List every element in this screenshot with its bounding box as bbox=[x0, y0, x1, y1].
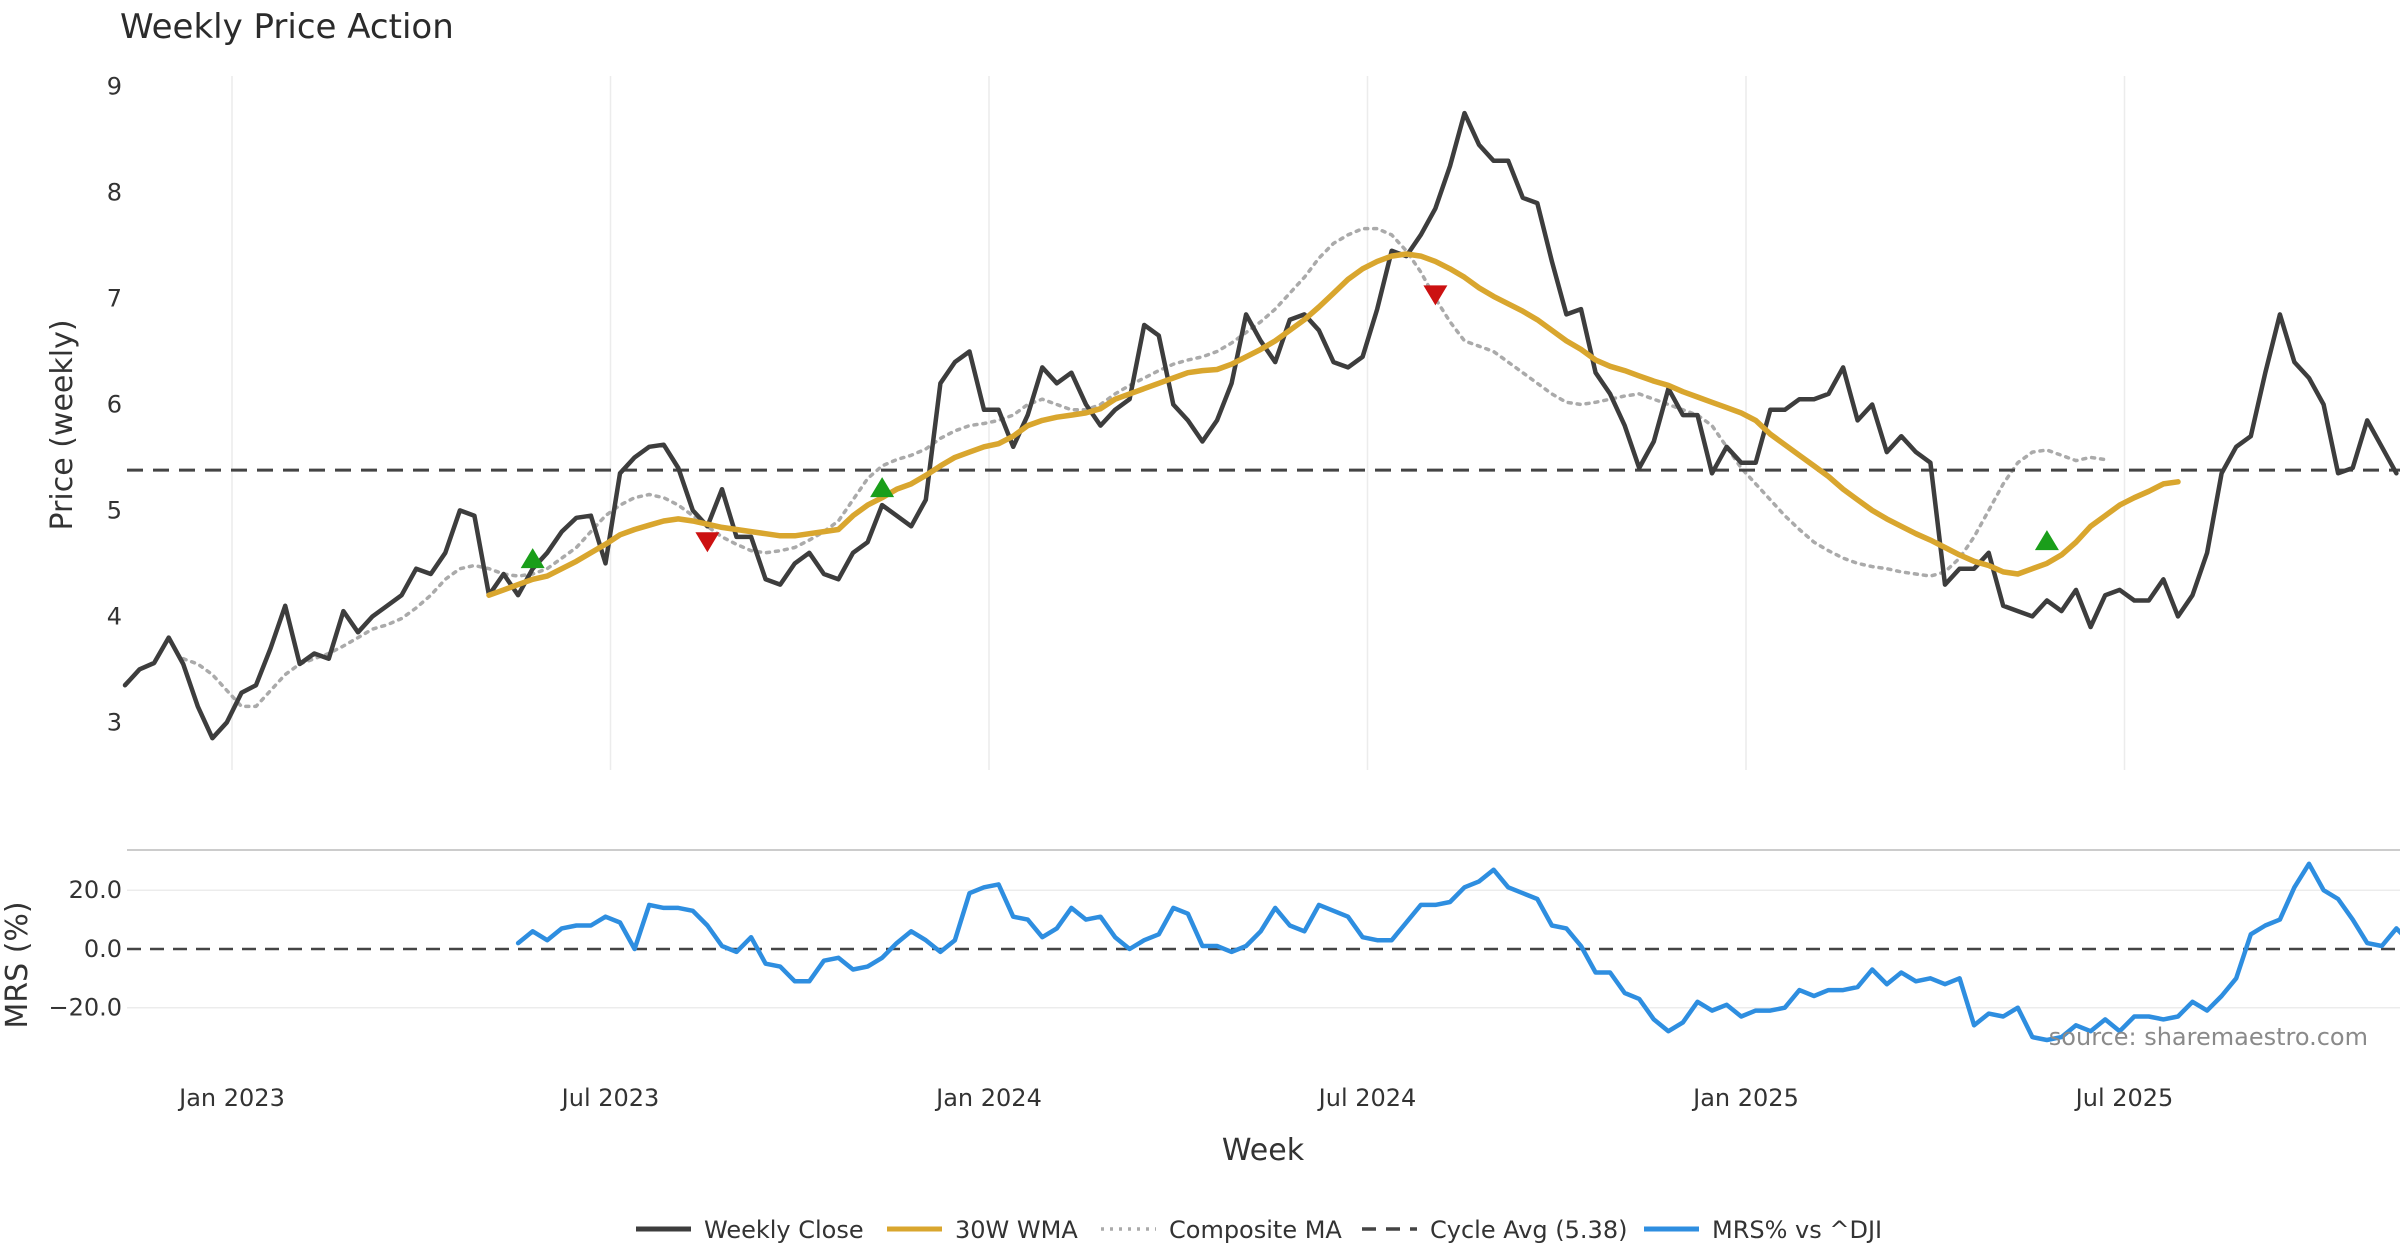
price-y-tick-label: 6 bbox=[107, 390, 122, 418]
x-tick-label: Jul 2023 bbox=[560, 1084, 660, 1112]
legend-label: Cycle Avg (5.38) bbox=[1430, 1216, 1627, 1244]
price-y-tick-label: 3 bbox=[107, 708, 122, 736]
legend-label: 30W WMA bbox=[955, 1216, 1078, 1244]
x-tick-label: Jan 2025 bbox=[1691, 1084, 1799, 1112]
sell-signal-marker bbox=[695, 532, 720, 553]
mrs-y-tick-label: −20.0 bbox=[48, 994, 122, 1022]
price-y-tick-label: 9 bbox=[107, 73, 122, 101]
x-tick-label: Jul 2024 bbox=[1317, 1084, 1417, 1112]
source-annotation: source: sharemaestro.com bbox=[2049, 1023, 2368, 1051]
chart-title: Weekly Price Action bbox=[120, 7, 454, 47]
legend: Weekly Close 30W WMA Composite MA Cycle Avg… bbox=[636, 1216, 1882, 1244]
buy-signal-marker bbox=[870, 477, 895, 498]
x-tick-label: Jan 2023 bbox=[177, 1084, 285, 1112]
legend-label: Composite MA bbox=[1169, 1216, 1342, 1244]
weekly-close-line bbox=[122, 110, 2399, 741]
legend-label: Weekly Close bbox=[704, 1216, 864, 1244]
wma-30w-line bbox=[486, 251, 2181, 598]
x-axis-label: Week bbox=[1222, 1133, 1305, 1168]
mrs-y-axis-label: MRS (%) bbox=[0, 901, 35, 1028]
x-axis-ticks: Jan 2023 Jul 2023 Jan 2024 Jul 2024 Jan 2025… bbox=[177, 1084, 2173, 1112]
price-y-axis-label: Price (weekly) bbox=[45, 319, 80, 530]
legend-label: MRS% vs ^DJI bbox=[1712, 1216, 1882, 1244]
price-panel: 3 4 5 6 7 8 9 Price (weekly) bbox=[45, 73, 2400, 770]
mrs-y-tick-label: 20.0 bbox=[69, 876, 122, 904]
mrs-panel: 20.0 0.0 −20.0 MRS (%) source: sharemaestr… bbox=[0, 861, 2400, 1051]
sell-signal-marker bbox=[1423, 285, 1448, 306]
x-tick-label: Jul 2025 bbox=[2074, 1084, 2174, 1112]
mrs-line bbox=[515, 861, 2400, 1043]
price-y-tick-label: 4 bbox=[107, 602, 122, 630]
x-tick-label: Jan 2024 bbox=[934, 1084, 1042, 1112]
buy-signal-marker bbox=[2034, 530, 2059, 551]
buy-signal-marker bbox=[520, 548, 545, 569]
price-y-tick-label: 5 bbox=[107, 496, 122, 524]
mrs-y-tick-label: 0.0 bbox=[84, 935, 122, 963]
price-y-tick-label: 7 bbox=[107, 285, 122, 313]
price-y-tick-label: 8 bbox=[107, 179, 122, 207]
